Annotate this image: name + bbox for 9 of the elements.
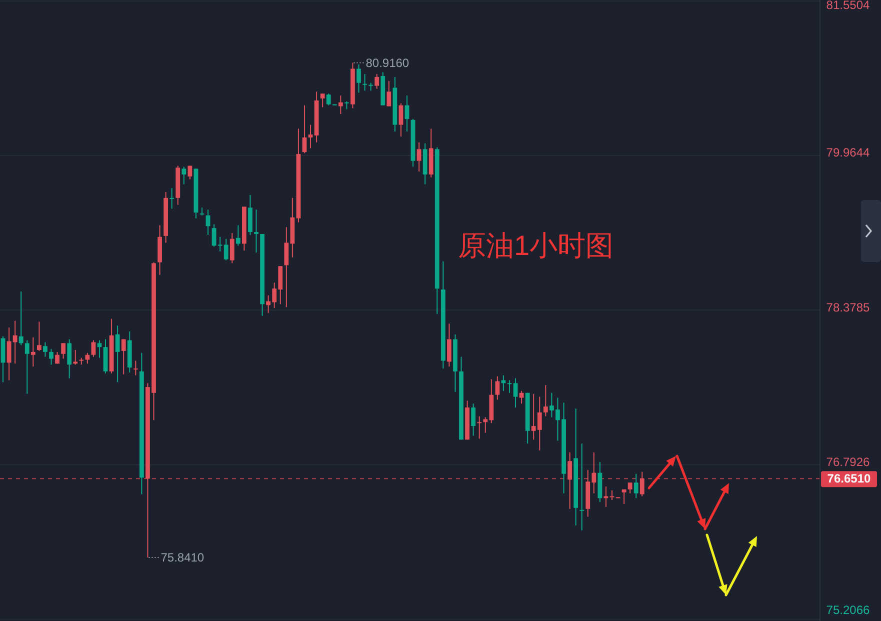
annotation: 80.9160 (366, 56, 410, 70)
annotation: 75.8410 (160, 550, 204, 565)
ref-line-label: 76.6510 (827, 472, 872, 486)
y-tick-label: 76.7926 (826, 454, 870, 469)
y-tick-label: 81.5504 (826, 0, 870, 12)
annotation: 原油1小时图 (458, 230, 614, 261)
y-tick-label: 78.3785 (826, 300, 870, 314)
y-tick-label: 79.9644 (826, 146, 870, 160)
y-tick-label: 75.2066 (826, 603, 870, 618)
